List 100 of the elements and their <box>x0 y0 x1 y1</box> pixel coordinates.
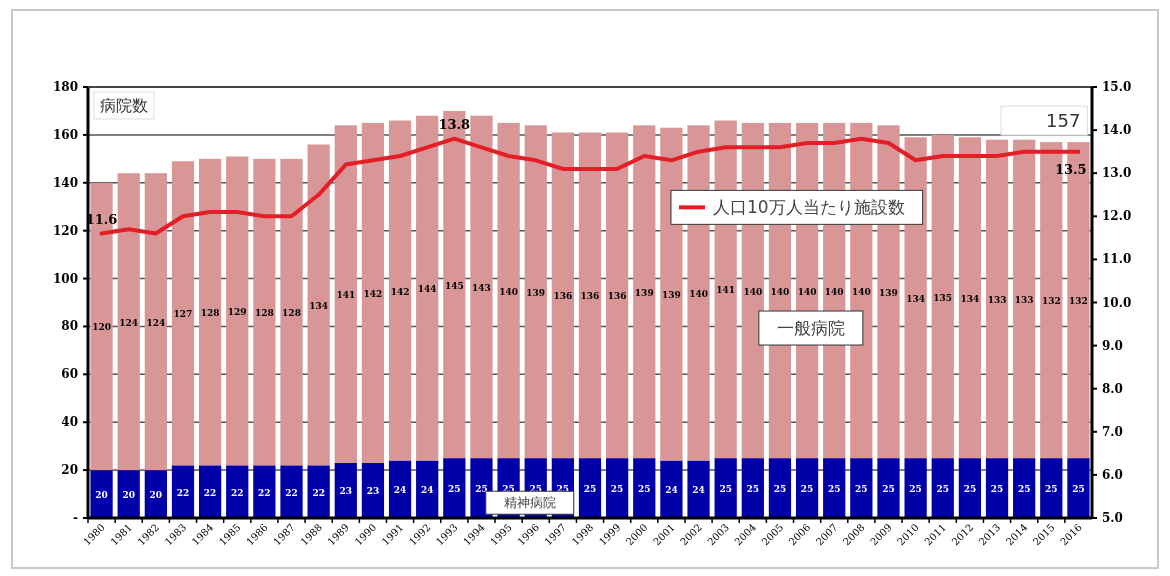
data-label: 140 <box>797 286 817 297</box>
data-label: 140 <box>499 286 518 297</box>
bar <box>741 458 764 518</box>
bar <box>1013 458 1036 518</box>
bar <box>253 158 276 466</box>
data-label: 25 <box>882 484 895 495</box>
data-label: 20 <box>149 490 163 501</box>
data-label: 25 <box>773 484 787 495</box>
bar <box>768 458 792 518</box>
data-label: 25 <box>1072 484 1085 495</box>
bar <box>714 458 737 518</box>
data-label: 140 <box>851 286 871 297</box>
data-label: 22 <box>230 487 244 498</box>
data-label: 133 <box>987 294 1007 305</box>
y2-tick-label: 10.0 <box>1102 295 1132 310</box>
data-label: 22 <box>258 487 271 498</box>
bar <box>606 132 629 459</box>
data-label: 140 <box>689 288 708 299</box>
data-label: 25 <box>1017 484 1031 495</box>
data-label: 25 <box>583 484 597 495</box>
bar <box>904 137 927 459</box>
y-tick-label: 80 <box>61 319 78 334</box>
bar <box>334 462 357 518</box>
data-label: 23 <box>366 486 380 497</box>
data-label: 140 <box>824 286 844 297</box>
data-label: 127 <box>173 309 193 320</box>
bar <box>90 470 113 518</box>
bar <box>823 458 846 518</box>
data-label: 134 <box>309 300 329 311</box>
y-tick-label: 120 <box>52 223 78 238</box>
data-label: 13.8 <box>438 116 471 132</box>
bar <box>416 460 439 518</box>
data-label: 25 <box>800 484 814 495</box>
y-tick-label: 40 <box>61 415 78 430</box>
data-label: 22 <box>203 487 217 498</box>
data-label: 22 <box>176 487 190 498</box>
data-label: 128 <box>200 308 220 319</box>
data-label: 25 <box>719 484 732 495</box>
bar <box>551 132 574 459</box>
data-label: 11.6 <box>85 211 118 227</box>
bar <box>1040 458 1063 518</box>
data-label: 140 <box>770 286 790 297</box>
y2-tick-label: 14.0 <box>1102 123 1132 138</box>
data-label: 145 <box>444 280 464 291</box>
data-label: 25 <box>746 484 760 495</box>
bar <box>687 460 710 518</box>
bar <box>334 125 357 463</box>
data-label: 128 <box>282 308 301 319</box>
data-label: 132 <box>1069 296 1088 307</box>
data-label: 143 <box>472 282 491 293</box>
data-label: 25 <box>936 484 950 495</box>
bar <box>198 465 222 518</box>
annotation: 157 <box>1046 110 1081 132</box>
bar <box>307 465 330 518</box>
data-label: 24 <box>692 485 705 496</box>
bar <box>660 460 683 518</box>
bar <box>171 161 195 466</box>
y-tick-label: 160 <box>52 127 78 142</box>
data-label: 141 <box>716 285 736 296</box>
data-label: 124 <box>119 317 139 328</box>
data-label: 139 <box>526 287 546 298</box>
legend-label: 人口10万人当たり施設数 <box>712 197 905 218</box>
data-label: 13.5 <box>1054 161 1087 177</box>
y-tick-label: - <box>73 511 79 525</box>
bar <box>931 458 954 518</box>
bar <box>144 470 167 518</box>
y2-tick-label: 6.0 <box>1102 467 1123 482</box>
bar <box>388 460 412 518</box>
data-label: 142 <box>363 288 383 299</box>
bar <box>226 156 249 466</box>
y2-tick-label: 8.0 <box>1102 381 1123 396</box>
data-label: 136 <box>607 291 627 302</box>
y2-tick-label: 5.0 <box>1102 511 1123 525</box>
bar <box>1013 139 1036 459</box>
data-label: 144 <box>417 284 437 295</box>
y-tick-label: 180 <box>52 80 78 94</box>
bar <box>985 139 1009 459</box>
data-label: 24 <box>665 485 678 496</box>
bar <box>524 125 547 459</box>
bar <box>280 158 303 466</box>
data-label: 20 <box>95 490 108 501</box>
data-label: 142 <box>390 286 410 297</box>
data-label: 25 <box>475 484 488 495</box>
bar <box>850 458 873 518</box>
y-tick-label: 140 <box>52 175 78 190</box>
y2-tick-label: 11.0 <box>1102 252 1132 267</box>
bar <box>633 125 656 459</box>
data-label: 139 <box>662 290 681 301</box>
data-label: 22 <box>285 487 298 498</box>
bar <box>253 465 276 518</box>
data-label: 128 <box>254 308 274 319</box>
bar <box>117 173 140 471</box>
data-label: 136 <box>580 291 600 302</box>
bar <box>1067 458 1090 518</box>
data-label: 25 <box>827 484 841 495</box>
data-label: 124 <box>146 317 166 328</box>
bar <box>280 465 303 518</box>
bar <box>307 144 330 466</box>
data-label: 25 <box>990 484 1004 495</box>
data-label: 132 <box>1041 296 1061 307</box>
